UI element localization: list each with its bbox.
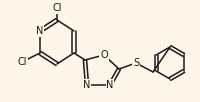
Text: Cl: Cl xyxy=(52,3,61,13)
Text: Cl: Cl xyxy=(17,57,27,67)
Text: N: N xyxy=(106,80,113,90)
Text: O: O xyxy=(100,50,107,60)
Text: S: S xyxy=(132,58,138,68)
Text: N: N xyxy=(36,26,43,36)
Text: N: N xyxy=(83,80,90,90)
